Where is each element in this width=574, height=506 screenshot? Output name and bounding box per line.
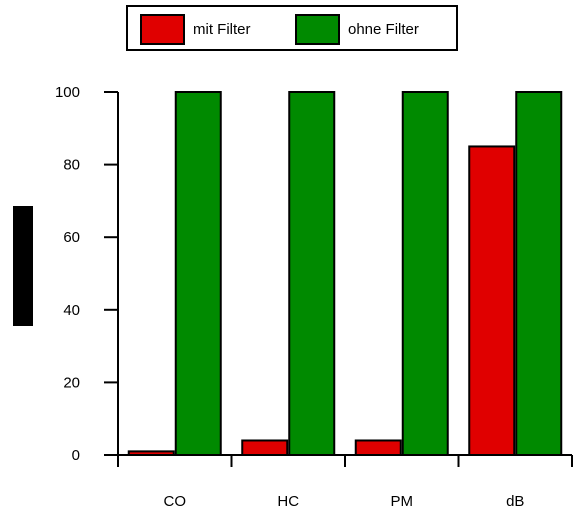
bar-ohne-filter-hc	[288, 91, 336, 456]
bar-ohne-filter-pm	[401, 91, 449, 456]
y-tick-label: 20	[63, 374, 80, 391]
bar-mit-filter-db	[468, 145, 516, 456]
y-tick-label: 80	[63, 157, 80, 174]
legend-label-0: mit Filter	[193, 21, 251, 38]
bar-mit-filter-hc	[241, 439, 289, 457]
y-tick-label: 60	[63, 229, 80, 246]
x-tick-label-pm: PM	[391, 493, 414, 506]
y-tick-label: 100	[55, 84, 80, 101]
bar-mit-filter-pm	[354, 439, 402, 457]
y-tick-label: 0	[72, 447, 80, 464]
x-tick-label-co: CO	[164, 493, 187, 506]
chart-legend: mit Filter ohne Filter	[126, 5, 458, 51]
x-tick-label-db: dB	[506, 493, 524, 506]
bars-group	[127, 91, 563, 457]
y-tick-label: 40	[63, 302, 80, 319]
legend-swatch-1	[295, 14, 340, 45]
redacted-ylabel-block	[13, 206, 33, 326]
axes-group: 0 20 40 60 80 100 CO HC PM dB	[55, 84, 573, 506]
legend-label-1: ohne Filter	[348, 21, 419, 38]
x-tick-label-hc: HC	[277, 493, 299, 506]
bar-ohne-filter-co	[174, 91, 222, 456]
legend-swatch-0	[140, 14, 185, 45]
bar-ohne-filter-db	[515, 91, 563, 456]
